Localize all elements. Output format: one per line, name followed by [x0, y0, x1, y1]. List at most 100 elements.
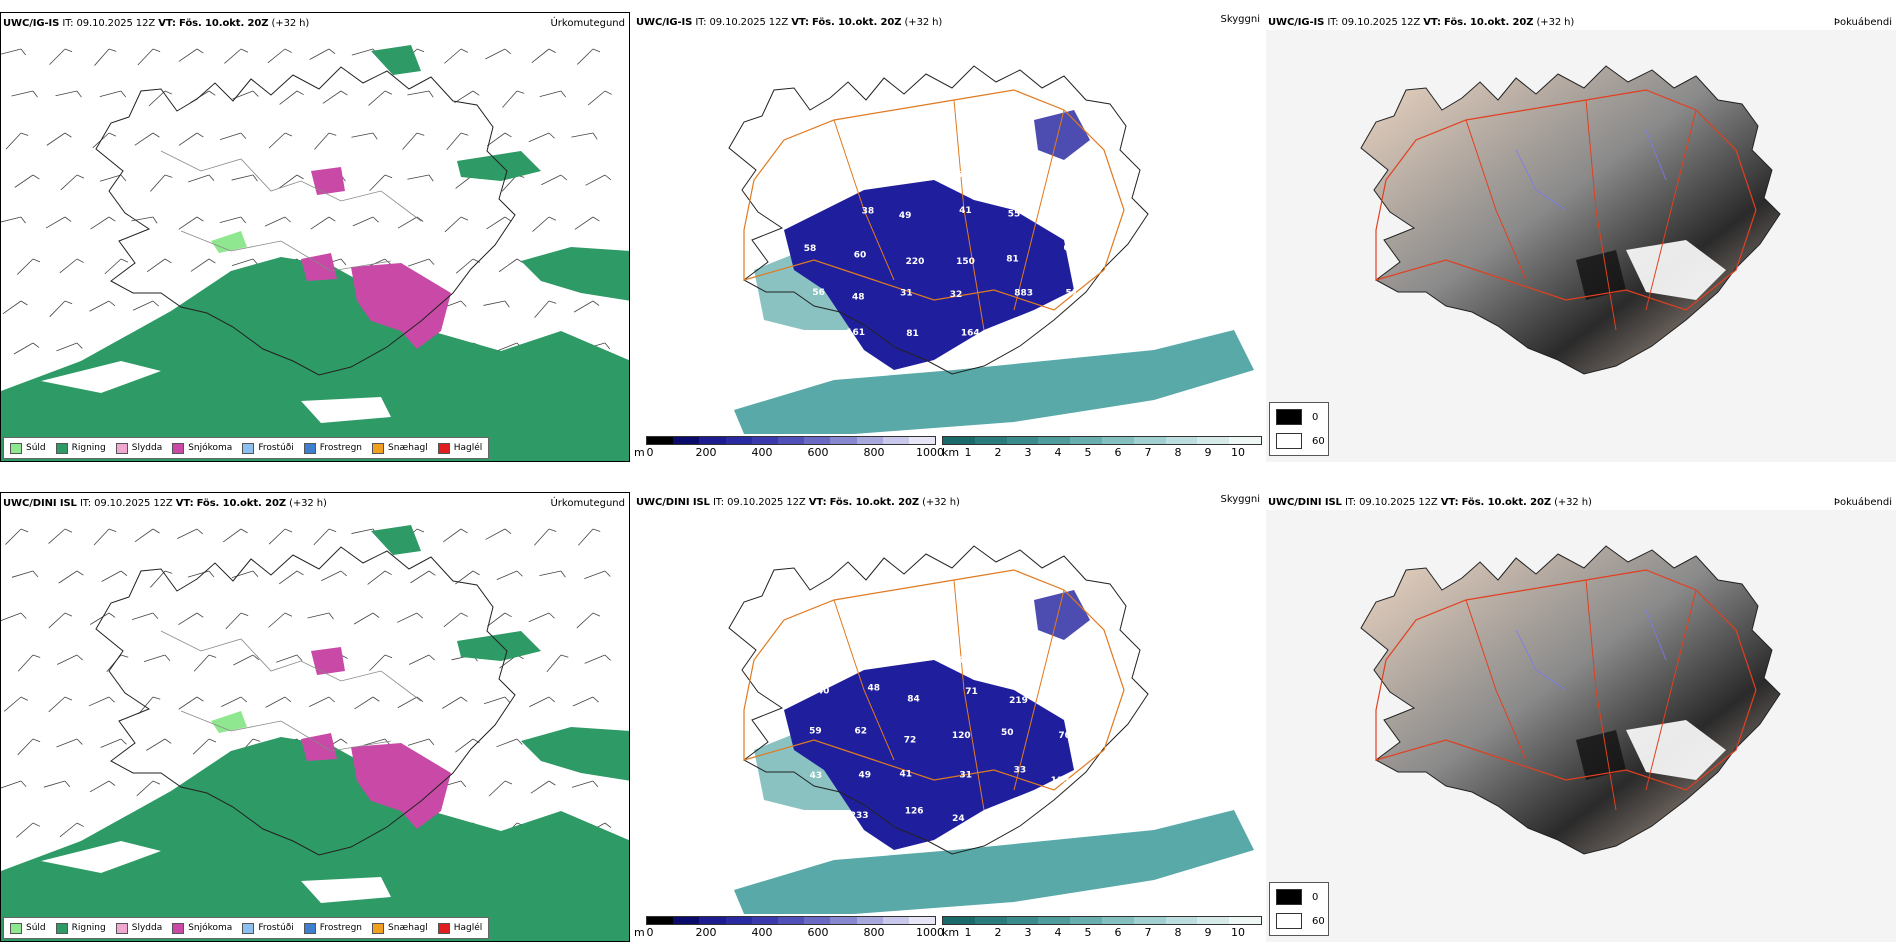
wind-barb — [49, 300, 73, 318]
wind-barb — [276, 654, 303, 663]
init-time: 09.10.2025 12Z — [1341, 17, 1421, 28]
cloud-base-label: 220 — [906, 257, 925, 267]
fog-legend-item: 0 — [1276, 409, 1318, 425]
cloud-base-label: 36 — [1052, 654, 1065, 664]
lead-time: (+32 h) — [1554, 497, 1592, 508]
precip-type-panel: UWC/DINI ISL IT: 09.10.2025 12Z VT: Fös.… — [0, 492, 630, 942]
colorbar-unit: m — [634, 446, 645, 459]
colorbar-tick: 9 — [1204, 446, 1212, 459]
wind-barb — [279, 90, 304, 105]
wind-barb — [188, 174, 215, 183]
colorbar-cell — [647, 917, 674, 924]
wind-barb — [546, 654, 569, 673]
valid-label: VT: — [1440, 497, 1459, 508]
panel-header: UWC/DINI ISL IT: 09.10.2025 12Z VT: Fös.… — [636, 497, 960, 508]
contour — [160, 630, 422, 702]
drizzle-area — [211, 231, 247, 253]
wind-barb — [222, 528, 248, 543]
wind-barb — [224, 48, 249, 64]
wind-barb — [1, 216, 26, 224]
panel-header: UWC/IG-IS IT: 09.10.2025 12Z VT: Fös. 10… — [3, 18, 309, 29]
precip-legend: Súld Rigning Slydda Snjókoma Frostúði Frostre… — [3, 917, 490, 939]
cloud-base-label: 47 — [917, 652, 930, 662]
wind-barb — [131, 612, 159, 620]
dewpoint-field — [1576, 730, 1626, 780]
wind-barb — [146, 738, 172, 751]
wind-barb — [5, 132, 29, 150]
wind-barb — [99, 90, 127, 98]
colorbar-tick: 0 — [646, 926, 654, 939]
precip-legend-item: Frostregn — [303, 442, 363, 454]
legend-label: Slydda — [131, 923, 163, 933]
precip-legend-item: Frostúði — [242, 442, 294, 454]
cloud-base-label: 104 — [861, 646, 880, 656]
precip-legend-item: Slydda — [115, 922, 163, 934]
wind-barb — [3, 696, 29, 712]
wind-barb — [584, 654, 611, 664]
colorbar-tick: 7 — [1144, 446, 1152, 459]
wind-barb — [94, 48, 117, 66]
cloud-base-label: 893 — [801, 163, 820, 173]
colorbar-cell — [1165, 437, 1198, 444]
wind-barb — [577, 48, 601, 65]
legend-swatch — [172, 442, 185, 454]
colorbar-tick: 10 — [1231, 926, 1245, 939]
wind-barb — [322, 90, 348, 104]
road — [1465, 579, 1697, 811]
wind-barb — [101, 570, 128, 582]
wind-barb — [233, 654, 260, 666]
legend-label: Súld — [26, 923, 46, 933]
wind-barb — [587, 90, 612, 106]
cloud-base-label: 31 — [960, 770, 973, 780]
precip-map — [1, 511, 629, 941]
wind-barb — [89, 780, 116, 793]
wind-barb — [11, 90, 38, 98]
cloud-base-label: 40 — [817, 687, 830, 697]
cloud-base-label: 55 — [812, 815, 825, 825]
wind-barb — [219, 216, 247, 224]
colorbar-cell — [1165, 917, 1198, 924]
wind-barb — [533, 528, 557, 546]
colorbar-cell — [1197, 437, 1230, 444]
valid-label: VT: — [158, 18, 176, 29]
wind-barb — [268, 612, 293, 628]
legend-swatch — [55, 442, 68, 454]
wind-barb — [134, 528, 160, 543]
cloud-base-label: 71 — [965, 687, 978, 697]
colorbar-tick: 800 — [863, 446, 885, 459]
panel-header: UWC/IG-IS IT: 09.10.2025 12Z VT: Fös. 10… — [1268, 17, 1574, 28]
cloud-base-label: 54 — [1003, 804, 1016, 814]
wind-barb — [225, 612, 249, 630]
precip-legend-item: Súld — [10, 442, 46, 454]
legend-swatch — [1276, 409, 1302, 425]
fog-legend-item: 60 — [1276, 433, 1325, 449]
dewpoint-field — [1626, 720, 1726, 780]
legend-swatch — [1276, 433, 1302, 449]
wind-barb — [11, 570, 39, 578]
legend-label: Frostregn — [319, 443, 363, 453]
wind-barb — [219, 132, 247, 141]
wind-barb — [496, 570, 523, 580]
colorbar-unit: m — [634, 926, 645, 939]
wind-barb — [146, 258, 172, 273]
legend-swatch — [10, 442, 22, 454]
model-name: UWC/DINI ISL — [1268, 497, 1342, 508]
fog-legend: 0 60 — [1269, 882, 1329, 936]
valid-label: VT: — [175, 498, 194, 509]
colorbar-cell — [1101, 437, 1134, 444]
wind-barb — [369, 654, 393, 671]
wind-barb — [16, 822, 41, 838]
colorbar-cell — [908, 437, 936, 444]
cloud-base-label: 203 — [795, 333, 814, 343]
colorbar-cell — [699, 917, 726, 924]
wind-barb — [2, 300, 28, 315]
wind-barb — [354, 696, 380, 710]
valid-time: Fös. 10.okt. 20Z — [1461, 497, 1552, 508]
colorbar-tick: 7 — [1144, 926, 1152, 939]
wind-barb — [444, 48, 469, 64]
colorbar-cell — [647, 437, 674, 444]
coastline — [728, 545, 1149, 855]
legend-swatch — [55, 922, 68, 934]
river — [1515, 609, 1667, 691]
panel-header: UWC/DINI ISL IT: 09.10.2025 12Z VT: Fös.… — [3, 498, 327, 509]
